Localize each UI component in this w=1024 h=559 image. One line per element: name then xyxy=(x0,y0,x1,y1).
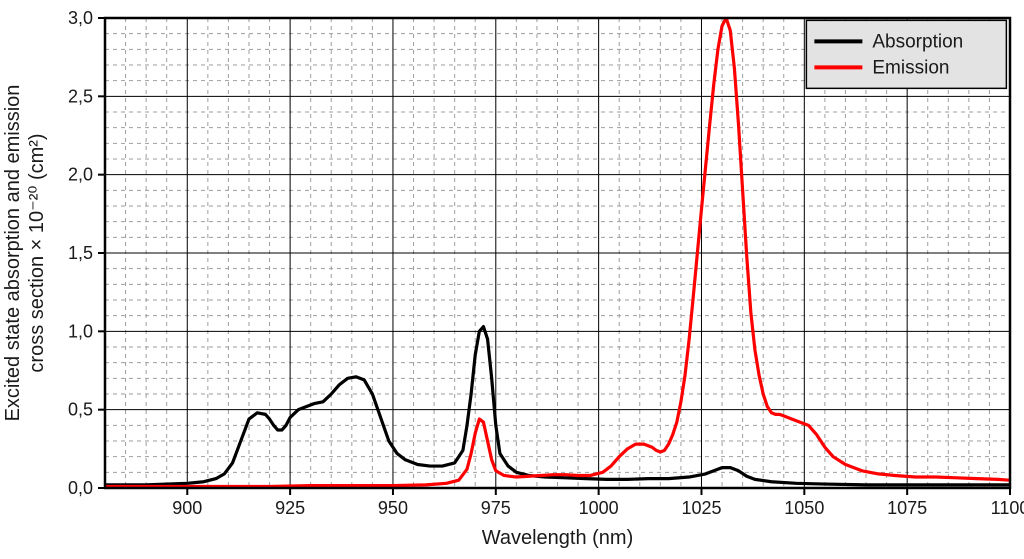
y-tick-label: 1,0 xyxy=(68,321,93,341)
x-tick-label: 900 xyxy=(172,498,202,518)
y-tick-label: 2,0 xyxy=(68,165,93,185)
x-tick-label: 1100 xyxy=(991,498,1024,518)
legend: Absorption Emission xyxy=(806,20,1006,88)
y-tick-label: 0,0 xyxy=(68,478,93,498)
y-tick-label: 3,0 xyxy=(68,8,93,28)
x-tick-label: 950 xyxy=(378,498,408,518)
y-tick-label: 1,5 xyxy=(68,243,93,263)
legend-label: Absorption xyxy=(872,31,963,52)
x-tick-label: 1025 xyxy=(681,498,721,518)
x-tick-label: 925 xyxy=(275,498,305,518)
x-axis-label: Wavelength (nm) xyxy=(482,527,634,549)
x-tick-label: 1075 xyxy=(887,498,927,518)
legend-label: Emission xyxy=(872,57,949,78)
spectrum-chart: 900 925 950 975 1000 1025 1050 1075 1100 0,0 0,5 1,… xyxy=(0,0,1024,559)
y-tick-label: 2,5 xyxy=(68,86,93,106)
x-tick-label: 975 xyxy=(481,498,511,518)
y-tick-label: 0,5 xyxy=(68,400,93,420)
x-tick-label: 1050 xyxy=(784,498,824,518)
chart-svg: 900 925 950 975 1000 1025 1050 1075 1100 0,0 0,5 1,… xyxy=(0,0,1024,559)
x-tick-label: 1000 xyxy=(579,498,619,518)
